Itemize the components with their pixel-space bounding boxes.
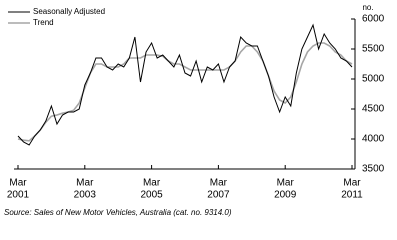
x-tick-label: Mar xyxy=(9,178,27,189)
series-line xyxy=(17,42,353,142)
legend-label: Seasonally Adjusted xyxy=(33,7,105,16)
x-tick-label: Mar xyxy=(277,178,295,189)
x-tick-label: Mar xyxy=(76,178,94,189)
page: {"chart_data": {"type": "line", "y_label… xyxy=(4,3,385,218)
x-tick-label: Mar xyxy=(210,178,228,189)
x-tick-label: Mar xyxy=(343,178,361,189)
x-tick-label: 2003 xyxy=(74,190,97,201)
y-tick-label: 6000 xyxy=(362,14,385,25)
x-tick-label: 2007 xyxy=(207,190,230,201)
source-note: Source: Sales of New Motor Vehicles, Aus… xyxy=(4,208,232,217)
y-tick-label: 4500 xyxy=(362,104,385,115)
x-tick-label: 2005 xyxy=(140,190,163,201)
x-tick-label: 2009 xyxy=(274,190,297,201)
y-tick-label: 4000 xyxy=(362,134,385,145)
legend-label: Trend xyxy=(33,18,54,27)
y-tick-label: 5000 xyxy=(362,74,385,85)
y-tick-label: 3500 xyxy=(362,164,385,175)
y-tick-label: 5500 xyxy=(362,44,385,55)
x-tick-label: 2011 xyxy=(341,190,363,201)
x-tick-label: 2001 xyxy=(7,190,30,201)
chart: no. Source: Sales of New Motor Vehicles,… xyxy=(4,3,385,217)
series-line xyxy=(17,23,353,146)
x-tick-label: Mar xyxy=(143,178,161,189)
y-axis-label: no. xyxy=(362,3,373,12)
